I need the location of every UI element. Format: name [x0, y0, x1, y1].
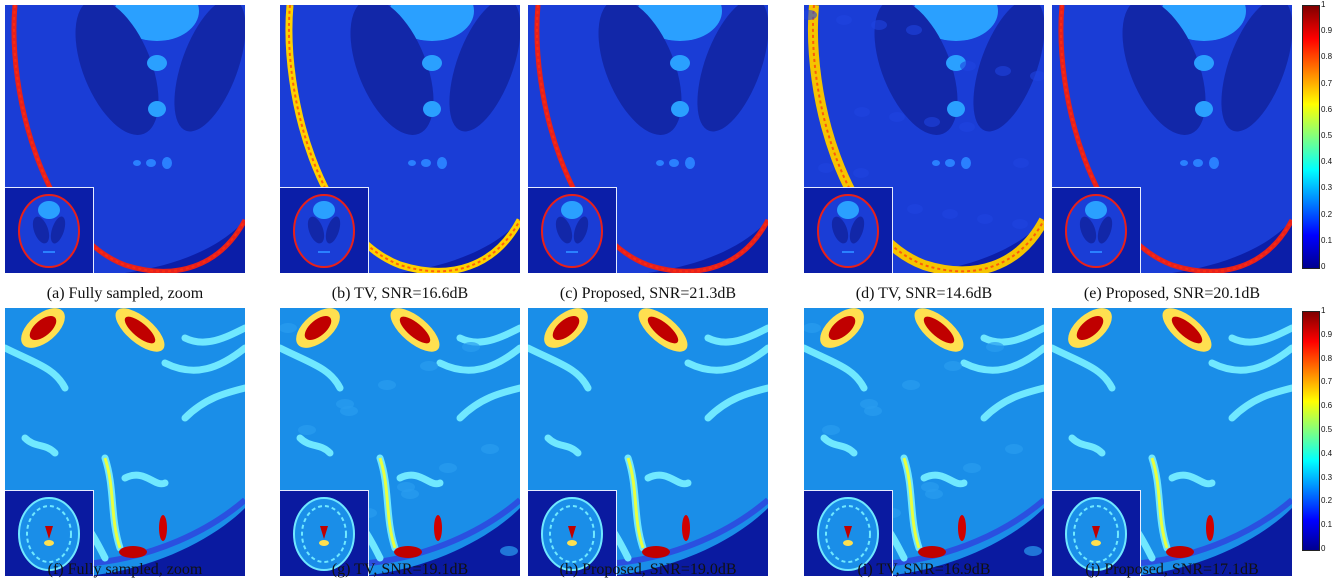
colorbar-tick-label: 0.9 [1321, 329, 1333, 339]
full-view-inset [5, 187, 94, 273]
colorbar-bottom [1302, 311, 1320, 551]
colorbar-tick-label: 1 [1321, 306, 1326, 315]
panel-j-image [1052, 308, 1292, 576]
colorbar-top [1302, 5, 1320, 269]
panel-h-image [528, 308, 768, 576]
colorbar-tick-label: 0.9 [1321, 26, 1333, 36]
panel-b-image [280, 5, 520, 273]
caption-c: (c) Proposed, SNR=21.3dB [559, 285, 737, 302]
caption-i: (i) TV, SNR=16.9dB [857, 561, 991, 578]
panel-a-image [5, 5, 245, 273]
colorbar-tick-label: 0.6 [1321, 104, 1333, 114]
full-view-inset [528, 187, 617, 273]
colorbar-tick-label: 0.2 [1321, 496, 1333, 506]
caption-f: (f) Fully sampled, zoom [47, 561, 203, 578]
caption-d: (d) TV, SNR=14.6dB [855, 285, 993, 302]
colorbar-tick-label: 0 [1321, 544, 1326, 553]
colorbar-tick-label: 0.7 [1321, 377, 1333, 387]
colorbar-tick-label: 0 [1321, 262, 1326, 271]
colorbar-tick-label: 0.8 [1321, 353, 1333, 363]
panel-f-image [5, 308, 245, 576]
caption-h: (h) Proposed, SNR=19.0dB [559, 561, 737, 578]
panel-e-image [1052, 5, 1292, 273]
colorbar-tick-label: 0.3 [1321, 183, 1333, 193]
colorbar-tick-label: 1 [1321, 0, 1326, 9]
colorbar-tick-label: 0.2 [1321, 209, 1333, 219]
colorbar-tick-label: 0.4 [1321, 448, 1333, 458]
full-view-inset [1052, 490, 1141, 576]
caption-j: (j) Proposed, SNR=17.1dB [1085, 561, 1259, 578]
colorbar-tick-label: 0.5 [1321, 131, 1333, 140]
colorbar-tick-label: 0.5 [1321, 425, 1333, 434]
colorbar-tick-label: 0.8 [1321, 52, 1333, 62]
full-view-inset [1052, 187, 1141, 273]
full-view-inset [528, 490, 617, 576]
colorbar-tick-label: 0.6 [1321, 401, 1333, 411]
full-view-inset [5, 490, 94, 576]
colorbar-tick-label: 0.1 [1321, 520, 1333, 530]
colorbar-tick-label: 0.3 [1321, 472, 1333, 482]
panel-c-image [528, 5, 768, 273]
panel-i-image [804, 308, 1044, 576]
full-view-inset [804, 490, 893, 576]
colorbar-tick-label: 0.1 [1321, 235, 1333, 245]
caption-g: (g) TV, SNR=19.1dB [331, 561, 469, 578]
caption-e: (e) Proposed, SNR=20.1dB [1083, 285, 1261, 302]
caption-b: (b) TV, SNR=16.6dB [331, 285, 469, 302]
panel-g-image [280, 308, 520, 576]
full-view-inset [804, 187, 893, 273]
caption-a: (a) Fully sampled, zoom [46, 285, 204, 302]
full-view-inset [280, 490, 369, 576]
panel-d-image [804, 5, 1044, 273]
colorbar-tick-label: 0.4 [1321, 157, 1333, 167]
full-view-inset [280, 187, 369, 273]
colorbar-tick-label: 0.7 [1321, 78, 1333, 88]
